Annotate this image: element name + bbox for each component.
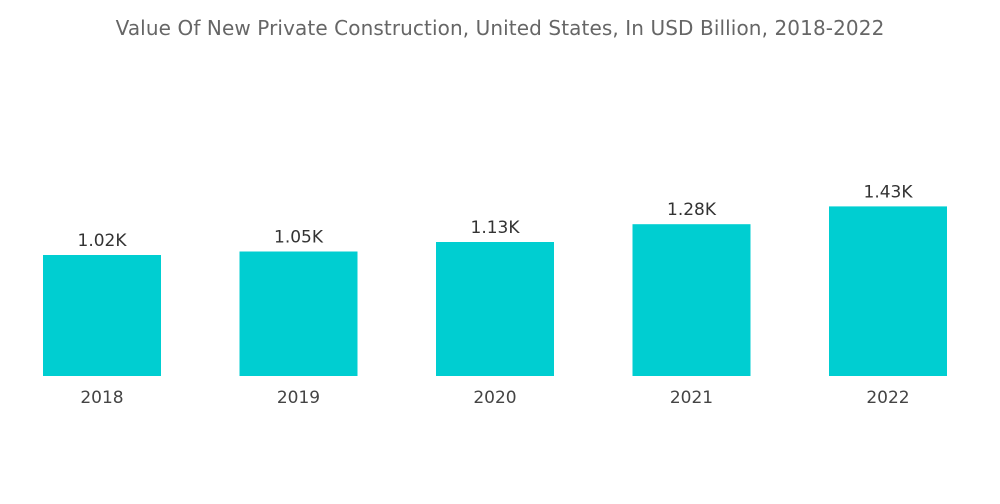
bar-2021 <box>632 224 751 376</box>
x-tick-label-2022: 2022 <box>866 388 909 408</box>
value-label-2019: 1.05K <box>274 228 324 248</box>
x-tick-label-2021: 2021 <box>670 388 713 408</box>
bar-2019 <box>239 251 358 376</box>
bar-2022 <box>829 206 947 376</box>
bar-2018 <box>43 255 161 376</box>
value-label-2018: 1.02K <box>78 231 128 251</box>
chart-title: Value Of New Private Construction, Unite… <box>115 16 885 40</box>
x-tick-label-2019: 2019 <box>277 388 320 408</box>
x-tick-label-2018: 2018 <box>80 388 123 408</box>
x-tick-label-2020: 2020 <box>473 388 516 408</box>
value-label-2020: 1.13K <box>471 218 521 238</box>
value-label-2021: 1.28K <box>667 200 717 220</box>
bar-2020 <box>436 242 554 376</box>
value-label-2022: 1.43K <box>864 182 914 202</box>
